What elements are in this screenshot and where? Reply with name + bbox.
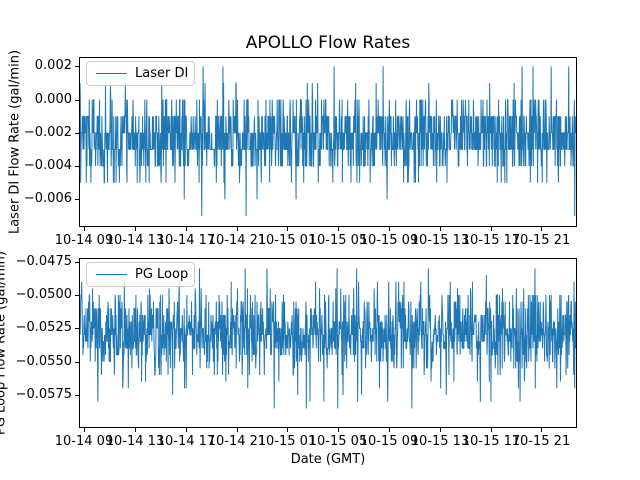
y-tick-mark [75,166,79,167]
y-tick-label: −0.0475 [15,254,72,269]
x-tick-label: 10-14 17 [156,434,216,449]
x-tick-mark [84,428,85,432]
x-tick-label: 10-15 21 [511,434,571,449]
y-tick-mark [75,199,79,200]
y-tick-label: 0.000 [34,92,72,107]
x-tick-mark [237,428,238,432]
x-tick-mark [338,227,339,231]
x-tick-mark [135,227,136,231]
x-tick-mark [440,227,441,231]
y-tick-label: −0.006 [23,191,72,206]
top-subplot-axes: Laser DI [79,57,577,227]
x-tick-mark [135,428,136,432]
x-tick-mark [338,428,339,432]
x-tick-mark [287,428,288,432]
legend-bottom: PG Loop [86,262,195,287]
x-tick-label: 10-14 13 [105,233,165,248]
y-axis-label-top: Laser DI Flow Rate (gal/min) [7,49,23,235]
x-tick-label: 10-14 21 [207,233,267,248]
series-line-canvas [80,259,576,427]
x-tick-label: 10-15 01 [257,434,317,449]
legend-line-sample-icon [96,274,127,275]
y-tick-label: −0.002 [23,125,72,140]
y-tick-label: −0.004 [23,158,72,173]
x-tick-mark [389,428,390,432]
series-line-canvas [80,58,576,226]
y-tick-mark [75,328,79,329]
x-tick-mark [287,227,288,231]
x-tick-label: 10-15 05 [308,233,368,248]
y-tick-label: −0.0550 [15,354,72,369]
legend-top: Laser DI [86,61,195,86]
x-tick-label: 10-14 13 [105,434,165,449]
y-tick-label: −0.0575 [15,387,72,402]
x-tick-label: 10-15 17 [461,233,521,248]
y-tick-mark [75,66,79,67]
x-tick-label: 10-14 09 [54,233,114,248]
x-tick-mark [237,227,238,231]
x-tick-label: 10-15 09 [359,233,419,248]
y-tick-label: −0.0525 [15,320,72,335]
x-tick-label: 10-15 21 [511,233,571,248]
x-axis-label: Date (GMT) [290,452,366,467]
x-tick-mark [84,227,85,231]
y-axis-label-bottom-clipped: PG Loop Flow Rate (gal/min) [0,251,9,435]
x-tick-label: 10-15 09 [359,434,419,449]
y-tick-mark [75,262,79,263]
x-tick-mark [389,227,390,231]
x-tick-mark [440,428,441,432]
y-tick-label: 0.002 [34,58,72,73]
x-tick-mark [491,227,492,231]
chart-title: APOLLO Flow Rates [245,33,411,53]
x-tick-label: 10-14 17 [156,233,216,248]
legend-line-sample-icon [96,73,127,74]
x-tick-label: 10-15 13 [410,434,470,449]
x-tick-label: 10-14 21 [207,434,267,449]
y-tick-mark [75,295,79,296]
x-tick-label: 10-14 09 [54,434,114,449]
x-tick-label: 10-15 01 [257,233,317,248]
legend-label-laser-di: Laser DI [135,66,189,81]
bottom-subplot-axes: PG Loop [79,258,577,428]
legend-label-pg-loop: PG Loop [135,267,189,282]
y-tick-mark [75,395,79,396]
y-tick-mark [75,133,79,134]
x-tick-mark [186,227,187,231]
y-tick-label: −0.0500 [15,287,72,302]
y-tick-mark [75,362,79,363]
x-tick-mark [541,227,542,231]
x-tick-mark [541,428,542,432]
x-tick-label: 10-15 05 [308,434,368,449]
y-tick-mark [75,100,79,101]
x-tick-label: 10-15 17 [461,434,521,449]
x-tick-mark [186,428,187,432]
x-tick-mark [491,428,492,432]
x-tick-label: 10-15 13 [410,233,470,248]
